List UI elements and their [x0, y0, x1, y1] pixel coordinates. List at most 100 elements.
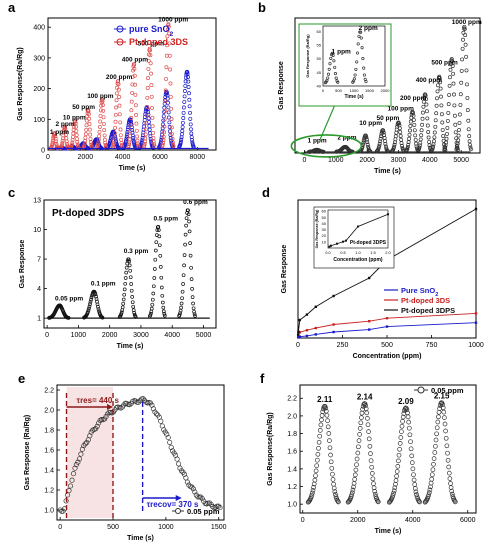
- series-point: [455, 144, 460, 149]
- series-pt-doped-3ds-point: [142, 143, 147, 148]
- response-point: [184, 479, 190, 485]
- response-point: [400, 419, 405, 424]
- x-tick-label: 2000: [350, 517, 366, 524]
- series-point: [474, 321, 478, 324]
- response-point: [122, 400, 128, 406]
- response-point: [353, 467, 359, 473]
- series-point: [399, 137, 404, 142]
- panel-letter: c: [8, 185, 15, 200]
- response-point: [412, 482, 418, 487]
- series-point: [421, 104, 426, 109]
- response-point: [446, 470, 452, 476]
- series-pt-doped-3ds-point: [101, 108, 106, 113]
- x-tick-label: 0: [58, 524, 62, 531]
- series-point: [419, 128, 424, 133]
- series-point: [414, 141, 419, 146]
- series-pt-doped-3ds-point: [114, 91, 119, 96]
- series-point: [441, 134, 446, 138]
- series-pt-doped-3ds-point: [127, 142, 132, 147]
- inset-point: [326, 72, 331, 76]
- inset-point: [327, 67, 331, 71]
- y-tick-label: 2.0: [44, 408, 54, 415]
- inset-x-tick-label: 0.0: [325, 250, 331, 255]
- series-pt-doped-3ds-point: [133, 82, 138, 87]
- series-point: [438, 86, 443, 91]
- series-point: [191, 301, 195, 306]
- inset-series-point: [345, 239, 347, 242]
- series-pt-doped-3ds-point: [128, 123, 133, 127]
- series-pt-doped-3ds-point: [116, 82, 121, 87]
- series-point: [456, 133, 461, 138]
- series-point: [439, 94, 443, 99]
- series-point: [456, 138, 461, 143]
- plot-frame: [43, 199, 217, 329]
- series-point: [314, 333, 317, 336]
- series-point: [191, 306, 196, 311]
- y-tick-label: 1.6: [44, 448, 54, 455]
- series-point: [450, 58, 455, 63]
- series-pt-doped-3ds-point: [98, 108, 103, 113]
- inset-x-tick-label: 1.5: [370, 250, 376, 255]
- series-point: [121, 301, 126, 306]
- series-point: [377, 143, 382, 148]
- response-point: [366, 429, 371, 434]
- response-point: [349, 492, 355, 498]
- response-point: [440, 402, 445, 408]
- x-tick-label: 8000: [190, 154, 206, 161]
- response-point: [356, 438, 362, 443]
- series-pure-sno2-point: [187, 97, 192, 102]
- response-point: [214, 503, 220, 509]
- response-point: [406, 425, 412, 431]
- x-tick-label: 1500: [211, 524, 227, 531]
- series-point: [435, 89, 440, 94]
- series-point: [314, 305, 317, 308]
- response-point: [416, 498, 422, 504]
- response-point: [446, 464, 452, 470]
- series-point: [131, 304, 136, 309]
- series-pure-sno2-point: [188, 116, 193, 121]
- series-pure-sno2-point: [187, 104, 192, 109]
- response-point: [76, 456, 82, 462]
- response-point: [372, 488, 378, 494]
- series-pt-doped-3ds-point: [143, 136, 148, 141]
- series-point: [122, 287, 127, 292]
- series-pt-doped-3ds-point: [114, 105, 119, 110]
- series-point: [432, 130, 437, 135]
- series-pt-doped-3ds-point: [132, 66, 137, 71]
- series-point: [368, 328, 371, 331]
- response-point: [392, 485, 398, 491]
- concentration-label: 50 ppm: [377, 115, 400, 122]
- response-point: [318, 422, 324, 428]
- series-point: [424, 102, 429, 107]
- inset-y-tick-label: 40: [317, 84, 322, 89]
- series-pt-doped-3ds-point: [144, 127, 148, 132]
- series-point: [128, 268, 133, 273]
- legend-label: 0.05 ppm: [187, 507, 220, 516]
- concentration-label: 50 ppm: [72, 104, 95, 111]
- y-tick-label: 2.0: [287, 413, 297, 420]
- x-tick-label: 0: [302, 157, 306, 164]
- series-point: [450, 64, 455, 68]
- inset-legend-label: Pt-doped 3DPS: [350, 240, 387, 246]
- series-pt-doped-3ds-point: [75, 142, 80, 147]
- y-tick-label: 300: [33, 55, 45, 62]
- series-pure-sno2-point: [188, 122, 193, 127]
- response-point: [310, 488, 316, 493]
- series-point: [150, 302, 155, 307]
- series-pt-doped-3ds-point: [96, 142, 101, 147]
- series-point: [184, 216, 189, 221]
- series-pt-doped-3ds-point: [88, 140, 93, 145]
- response-point: [452, 498, 458, 504]
- series-pure-sno2-point: [181, 105, 186, 110]
- response-point: [408, 439, 413, 445]
- series-pure-sno2-point: [179, 137, 184, 142]
- response-point: [96, 420, 102, 426]
- legend-label: Pt-doped 3DPS: [401, 306, 455, 315]
- inset-point: [364, 80, 368, 84]
- y-tick-label: 1.8: [287, 431, 297, 438]
- series-pure-sno2-point: [131, 138, 136, 143]
- response-point: [118, 405, 124, 411]
- series-pure-sno2-point: [126, 125, 131, 130]
- response-point: [425, 494, 431, 500]
